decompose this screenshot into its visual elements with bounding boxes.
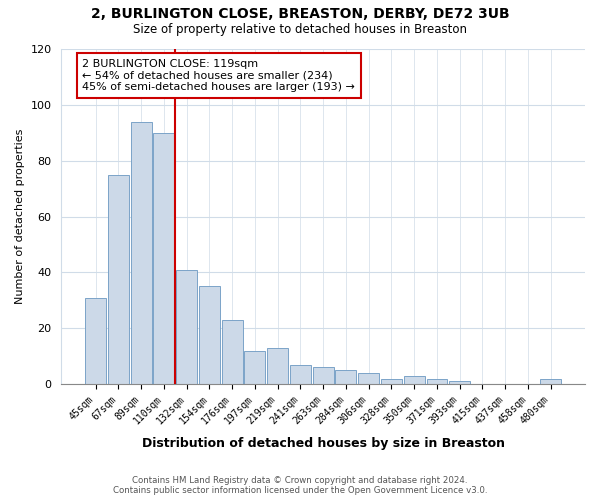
Bar [154,133,175,384]
Bar [540,378,561,384]
Bar [381,378,402,384]
Bar [176,270,197,384]
Text: Size of property relative to detached houses in Breaston: Size of property relative to detached ho… [133,22,467,36]
Bar [222,320,242,384]
Y-axis label: Number of detached properties: Number of detached properties [15,129,25,304]
Bar [290,364,311,384]
Bar [131,122,152,384]
Bar [199,286,220,384]
Bar [85,298,106,384]
Bar [404,376,425,384]
Bar [108,174,129,384]
Bar [449,382,470,384]
X-axis label: Distribution of detached houses by size in Breaston: Distribution of detached houses by size … [142,437,505,450]
Bar [335,370,356,384]
Text: Contains HM Land Registry data © Crown copyright and database right 2024.
Contai: Contains HM Land Registry data © Crown c… [113,476,487,495]
Bar [244,350,265,384]
Bar [358,373,379,384]
Text: 2 BURLINGTON CLOSE: 119sqm
← 54% of detached houses are smaller (234)
45% of sem: 2 BURLINGTON CLOSE: 119sqm ← 54% of deta… [82,59,355,92]
Text: 2, BURLINGTON CLOSE, BREASTON, DERBY, DE72 3UB: 2, BURLINGTON CLOSE, BREASTON, DERBY, DE… [91,8,509,22]
Bar [427,378,448,384]
Bar [267,348,288,384]
Bar [313,368,334,384]
